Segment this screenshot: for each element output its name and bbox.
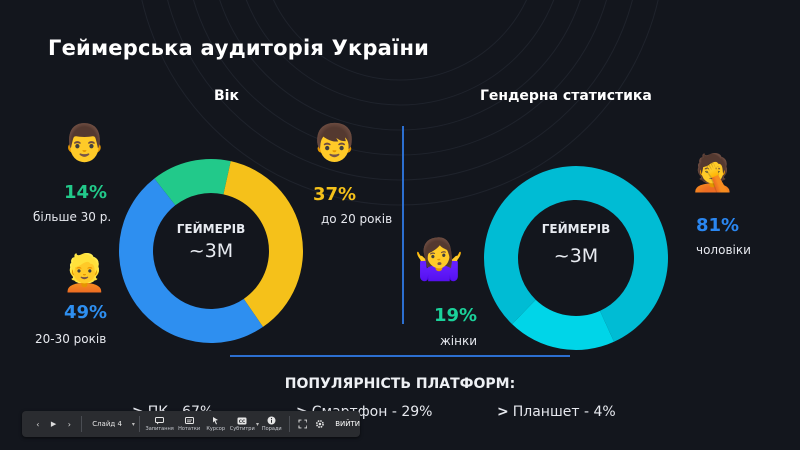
- age-slice-0: [154, 159, 231, 206]
- gender-female-percent: 19%: [434, 305, 478, 326]
- woman-shrug-emoji-icon: 🤷‍♀️: [414, 237, 464, 283]
- info-icon: [267, 416, 276, 425]
- chevron-down-icon[interactable]: ▾: [131, 420, 135, 428]
- age-donut-chart: [118, 159, 303, 344]
- subtitles-button[interactable]: CC Субтитри: [228, 411, 256, 437]
- slide-selector[interactable]: Слайд 4: [92, 420, 122, 428]
- gender-slice-1: [512, 299, 615, 350]
- age-center-value: ~3M: [188, 240, 234, 262]
- gender-male-percent: 81%: [696, 215, 740, 236]
- questions-label: Запитання: [145, 425, 174, 432]
- notes-label: Нотатки: [178, 425, 201, 432]
- age-over30-caption: більше 30 р.: [33, 210, 112, 224]
- gender-center-value: ~3M: [553, 245, 599, 267]
- gender-female-caption: жінки: [440, 334, 478, 348]
- subtitles-label: Субтитри: [229, 425, 255, 432]
- age-slice-2: [118, 178, 263, 344]
- age-slice-1: [223, 161, 303, 327]
- cursor-icon: [213, 417, 219, 425]
- presentation-toolbar: ‹ ▶ › Слайд 4 ▾ Запитання Нотатки Курсор…: [22, 411, 360, 437]
- cursor-button[interactable]: Курсор: [203, 411, 229, 437]
- age-20-30-caption: 20-30 років: [35, 332, 107, 346]
- boy-emoji-icon: 👦: [312, 123, 357, 164]
- chevron-down-icon[interactable]: ▾: [256, 420, 260, 428]
- gear-icon[interactable]: [315, 419, 325, 429]
- play-button[interactable]: ▶: [50, 420, 57, 428]
- gender-center-label: ГЕЙМЕРІВ: [541, 222, 611, 236]
- arrow-icon: >: [497, 404, 509, 420]
- prev-slide-button[interactable]: ‹: [36, 419, 40, 429]
- notes-icon: [184, 416, 194, 424]
- age-heading: Вік: [214, 88, 239, 104]
- cc-icon: CC: [237, 417, 247, 425]
- toolbar-separator: [138, 416, 140, 432]
- svg-text:CC: CC: [239, 419, 246, 425]
- platforms-heading: ПОПУЛЯРНІСТЬ ПЛАТФОРМ:: [284, 376, 516, 392]
- gender-slice-0: [484, 166, 668, 342]
- gender-heading: Гендерна статистика: [480, 88, 652, 104]
- man-emoji-icon: 👨: [62, 123, 107, 164]
- next-slide-button[interactable]: ›: [67, 419, 71, 429]
- age-under20-caption: до 20 років: [321, 212, 393, 226]
- age-20-30-percent: 49%: [64, 302, 108, 323]
- vertical-divider: [402, 126, 404, 324]
- age-center-label: ГЕЙМЕРІВ: [176, 222, 246, 236]
- toolbar-separator: [288, 416, 290, 432]
- cursor-label: Курсор: [206, 426, 226, 432]
- gender-donut-chart: [484, 166, 668, 350]
- platform-tablet-text: Планшет - 4%: [512, 404, 616, 420]
- platform-tablet: > Планшет - 4%: [497, 404, 616, 420]
- tips-label: Поради: [261, 426, 282, 432]
- man-facepalm-emoji-icon: 🤦: [690, 153, 735, 194]
- horizontal-divider: [230, 355, 570, 357]
- gender-male-caption: чоловіки: [696, 243, 751, 257]
- blond-man-emoji-icon: 👱: [62, 253, 107, 294]
- fullscreen-icon[interactable]: [298, 419, 308, 429]
- age-under20-percent: 37%: [313, 184, 357, 205]
- notes-button[interactable]: Нотатки: [175, 411, 203, 437]
- exit-button[interactable]: ВИЙТИ: [335, 420, 361, 428]
- toolbar-separator: [81, 416, 83, 432]
- questions-button[interactable]: Запитання: [144, 411, 175, 437]
- page-title: Геймерська аудиторія України: [48, 36, 430, 60]
- age-over30-percent: 14%: [64, 182, 108, 203]
- chat-icon: [155, 416, 165, 424]
- tips-button[interactable]: Поради: [259, 411, 285, 437]
